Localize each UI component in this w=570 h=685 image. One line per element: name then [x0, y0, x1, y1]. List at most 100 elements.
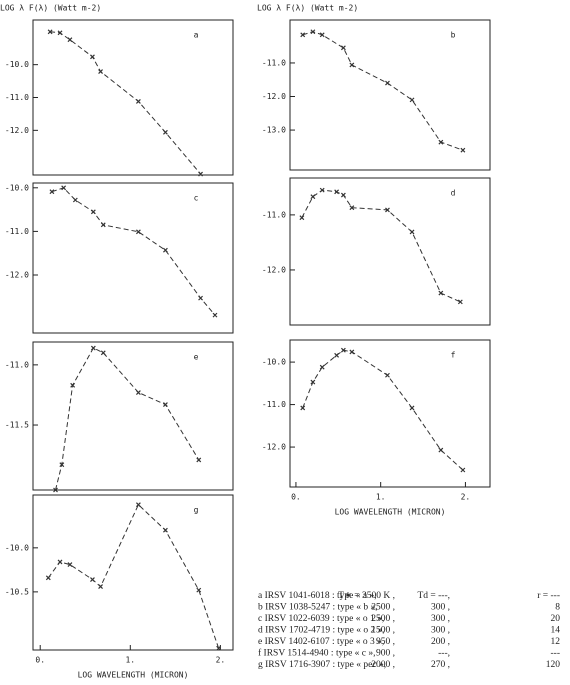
panel-letter: c	[194, 194, 199, 203]
data-point	[67, 37, 73, 43]
table-cell: 8	[555, 603, 560, 613]
plot-frame	[289, 339, 491, 488]
data-point	[385, 80, 390, 86]
data-point	[135, 229, 141, 235]
y-tick-label: -12.0	[5, 271, 29, 280]
table-cell: g IRSV 1716-3907 : type « pec »,	[258, 660, 386, 670]
sed-curve	[55, 347, 200, 491]
y-tick-label: -11.0	[262, 58, 286, 67]
data-point	[438, 290, 444, 296]
plot-frame	[289, 19, 491, 171]
data-point	[53, 487, 58, 493]
table-cell: 950 ,	[376, 637, 395, 647]
y-tick-label: -10.0	[5, 60, 29, 69]
data-point	[57, 30, 63, 36]
table-cell: 2000 ,	[371, 660, 395, 670]
table-cell: a IRSV 1041-6018 : type « a »,	[258, 591, 377, 601]
sed-curve	[47, 503, 220, 649]
data-point	[98, 584, 103, 590]
y-tick-label: -10.5	[5, 587, 29, 596]
data-point	[70, 382, 76, 388]
x-axis-label: LOG WAVELENGTH (MICRON)	[335, 508, 446, 517]
table-cell: 14	[551, 626, 561, 636]
data-point	[198, 295, 203, 301]
table-cell: ---,	[438, 649, 450, 659]
data-point	[90, 54, 95, 60]
data-point	[163, 247, 168, 253]
data-point	[196, 587, 202, 593]
plot-frame	[289, 177, 491, 326]
plot-frame	[32, 182, 234, 334]
y-tick-label: -11.5	[5, 421, 29, 430]
sed-curve	[51, 187, 216, 316]
data-point	[67, 562, 73, 567]
data-point	[438, 139, 444, 145]
data-point	[340, 192, 346, 198]
parameter-table: a IRSV 1041-6018 : type « a »,T∗ = 3500 …	[258, 591, 560, 670]
data-point	[457, 299, 463, 305]
data-point	[438, 447, 444, 453]
data-point	[57, 559, 63, 565]
panel-letter: d	[451, 189, 456, 198]
data-point	[409, 97, 415, 103]
panel-letter: e	[194, 353, 199, 362]
data-point	[163, 527, 168, 533]
data-point	[45, 575, 51, 581]
data-point	[340, 347, 346, 353]
data-point	[59, 462, 65, 468]
sed-curve	[302, 31, 464, 151]
panel-letter: g	[194, 506, 199, 515]
table-cell: r = ---	[537, 591, 560, 601]
data-point	[90, 209, 96, 215]
table-cell: e IRSV 1402-6107 : type « o 3 »,	[258, 637, 384, 647]
y-tick-label: -10.0	[262, 358, 286, 367]
table-cell: 300 ,	[431, 603, 450, 613]
data-point	[310, 29, 316, 35]
data-point	[334, 189, 340, 195]
data-point	[310, 194, 316, 200]
y-axis-label: LOG λ F(λ) (Watt m-2)	[257, 4, 358, 13]
table-cell: 900 ,	[376, 649, 395, 659]
data-point	[349, 62, 355, 68]
x-tick-label: 1.	[376, 493, 386, 502]
data-point	[385, 207, 390, 213]
y-tick-label: -10.0	[5, 183, 29, 192]
data-point	[196, 457, 202, 463]
data-point	[385, 372, 390, 378]
data-point	[460, 467, 466, 473]
data-point	[100, 222, 106, 228]
data-point	[135, 390, 141, 395]
y-tick-label: -11.0	[262, 400, 286, 409]
plot-frame	[32, 494, 234, 651]
table-cell: Td = ---,	[417, 591, 450, 601]
x-tick-label: 0.	[35, 656, 45, 665]
data-point	[319, 187, 325, 193]
table-cell: 2500 ,	[371, 614, 395, 624]
data-point	[319, 32, 325, 38]
table-cell: 120	[546, 660, 561, 670]
table-cell: 300 ,	[431, 626, 450, 636]
table-cell: c IRSV 1022-6039 : type « o 1 »,	[258, 614, 384, 624]
data-point	[334, 352, 340, 358]
data-point	[198, 171, 203, 177]
table-cell: ---	[551, 649, 561, 659]
data-point	[163, 402, 168, 407]
data-point	[135, 99, 141, 104]
table-cell: 200 ,	[431, 637, 450, 647]
data-point	[300, 405, 306, 411]
data-point	[163, 129, 168, 135]
data-point	[90, 345, 96, 351]
data-point	[90, 577, 95, 582]
data-point	[61, 185, 67, 191]
y-tick-label: -11.0	[5, 360, 29, 369]
y-tick-label: -12.0	[262, 265, 286, 274]
table-cell: f IRSV 1514-4940 : type « c »,	[258, 648, 376, 659]
x-tick-label: 2.	[461, 493, 471, 502]
data-point	[409, 405, 415, 411]
data-point	[349, 349, 355, 355]
data-point	[319, 364, 325, 370]
panel-letter: b	[451, 31, 456, 40]
table-cell: 1500 ,	[371, 626, 395, 636]
y-axis-label: LOG λ F(λ) (Watt m-2)	[0, 4, 101, 13]
